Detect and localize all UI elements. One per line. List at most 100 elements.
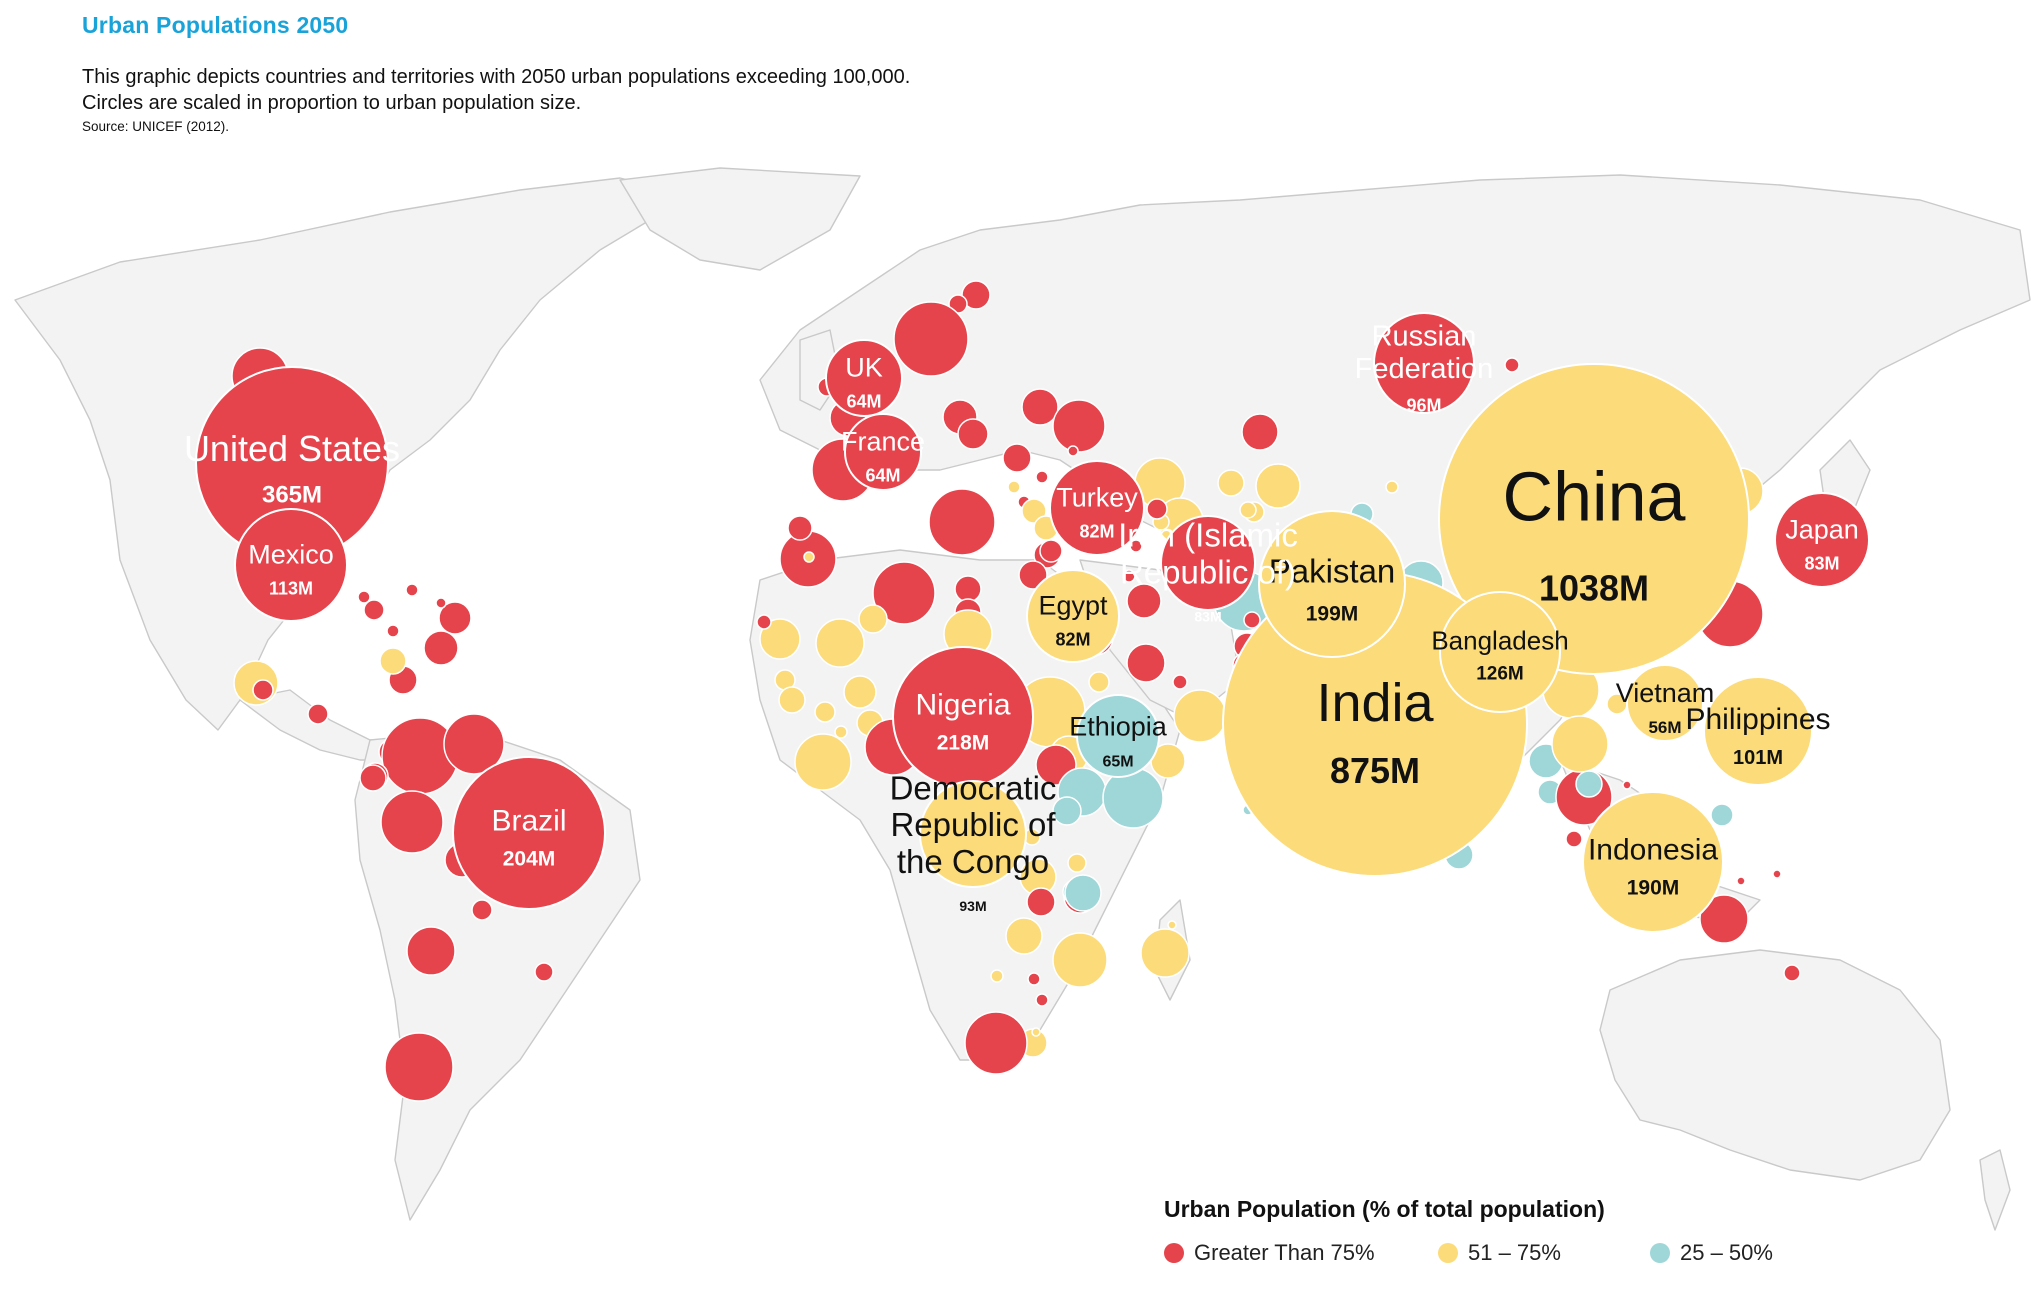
country-bubble-minor — [386, 624, 400, 638]
country-bubble-minor — [778, 686, 806, 714]
country-bubble-minor — [471, 899, 493, 921]
country-bubble-minor — [803, 551, 815, 563]
country-bubble-minor — [1783, 964, 1801, 982]
legend-label-low: 25 – 50% — [1680, 1240, 1773, 1265]
country-bubble-minor — [1052, 932, 1108, 988]
legend-title: Urban Population (% of total population) — [1164, 1196, 1605, 1222]
country-bubble-egypt — [1026, 569, 1120, 663]
country-bubble-minor — [405, 583, 419, 597]
country-name-label-russian-federation: Russian — [1372, 321, 1477, 353]
country-bubble-indonesia — [1582, 791, 1724, 933]
country-bubble-minor — [1026, 887, 1056, 917]
country-bubble-minor — [961, 280, 991, 310]
page-title: Urban Populations 2050 — [82, 12, 349, 38]
country-name-label-china: China — [1503, 457, 1686, 535]
country-bubble-minor — [1031, 1027, 1041, 1037]
country-bubble-minor — [1699, 894, 1749, 944]
country-bubble-minor — [438, 601, 472, 635]
country-bubble-minor — [954, 575, 982, 603]
country-bubble-minor — [1064, 874, 1102, 912]
country-bubble-turkey — [1049, 460, 1145, 556]
country-bubble-minor — [1039, 539, 1063, 563]
country-bubble-minor — [928, 488, 996, 556]
country-name-label-philippines: Philippines — [1685, 703, 1830, 736]
country-bubble-minor — [756, 614, 772, 630]
country-bubble-minor — [843, 675, 877, 709]
country-name-label-democratic-republic-of-the-congo: the Congo — [897, 843, 1049, 880]
country-bubble-minor — [1035, 993, 1049, 1007]
continent-new-zealand — [1979, 1149, 2011, 1231]
country-bubble-minor — [406, 926, 456, 976]
country-bubble-minor — [1173, 689, 1227, 743]
country-bubble-minor — [1255, 463, 1301, 509]
country-bubble-minor — [534, 962, 554, 982]
legend-label-mid: 51 – 75% — [1468, 1240, 1561, 1265]
country-name-label-mexico: Mexico — [248, 539, 334, 569]
country-value-label-france: 64M — [865, 466, 900, 486]
country-bubble-uk — [825, 339, 903, 417]
legend-label-high: Greater Than 75% — [1194, 1240, 1375, 1265]
country-bubble-minor — [1122, 569, 1136, 583]
country-bubble-minor — [1021, 388, 1059, 426]
country-bubble-minor — [1018, 560, 1048, 590]
legend-item-low: 25 – 50% — [1650, 1240, 1773, 1266]
country-bubble-minor — [443, 713, 505, 775]
country-bubble-minor — [794, 733, 852, 791]
country-name-label-egypt: Egypt — [1038, 590, 1108, 620]
country-name-label-france: France — [841, 426, 925, 456]
legend-item-mid: 51 – 75% — [1438, 1240, 1561, 1266]
country-name-label-ethiopia: Ethiopia — [1069, 711, 1168, 741]
country-value-label-japan: 83M — [1804, 554, 1839, 574]
continent-australia — [1599, 949, 1951, 1181]
country-value-label-iran-islamic-republic-of: 83M — [1194, 608, 1221, 624]
country-bubble-minor — [1052, 399, 1106, 453]
country-bubble-democratic-republic-of-the-congo — [919, 780, 1027, 888]
legend-swatch-mid — [1438, 1243, 1458, 1263]
country-bubble-minor — [815, 618, 865, 668]
country-bubble-minor — [1565, 830, 1583, 848]
country-bubble-minor — [435, 597, 447, 609]
country-bubble-minor — [357, 590, 371, 604]
country-name-label-pakistan: Pakistan — [1269, 553, 1396, 590]
country-bubble-minor — [787, 515, 813, 541]
country-bubble-minor — [1035, 470, 1049, 484]
country-bubble-minor — [1172, 674, 1188, 690]
country-value-label-nigeria: 218M — [937, 731, 990, 754]
country-bubble-minor — [1385, 480, 1399, 494]
country-bubble-minor — [1504, 357, 1520, 373]
legend: Urban Population (% of total population)… — [1164, 1196, 1773, 1265]
country-bubble-pakistan — [1258, 510, 1406, 658]
country-bubble-minor — [1551, 715, 1609, 773]
country-bubble-minor — [1067, 445, 1079, 457]
country-value-label-philippines: 101M — [1733, 747, 1783, 769]
country-value-label-egypt: 82M — [1055, 630, 1090, 650]
country-name-label-nigeria: Nigeria — [915, 689, 1010, 722]
country-bubble-minor — [380, 790, 444, 854]
country-value-label-indonesia: 190M — [1627, 876, 1680, 899]
country-bubble-vietnam — [1626, 664, 1704, 742]
source-note: Source: UNICEF (2012). — [82, 119, 230, 134]
country-value-label-uk: 64M — [846, 392, 881, 412]
country-name-label-uk: UK — [845, 352, 883, 382]
country-bubble-minor — [1217, 469, 1245, 497]
country-bubble-minor — [1239, 501, 1257, 519]
country-name-label-vietnam: Vietnam — [1616, 678, 1715, 708]
country-name-label-russian-federation: Federation — [1355, 353, 1494, 385]
country-bubble-minor — [957, 418, 989, 450]
country-bubble-mexico — [234, 508, 348, 622]
country-value-label-brazil: 204M — [503, 847, 556, 870]
country-bubble-bangladesh — [1439, 591, 1561, 713]
country-bubble-minor — [964, 1011, 1028, 1075]
country-bubble-minor — [1005, 917, 1043, 955]
country-value-label-vietnam: 56M — [1648, 718, 1681, 737]
country-value-label-pakistan: 199M — [1306, 603, 1359, 626]
country-bubble-minor — [1007, 480, 1021, 494]
country-name-label-iran-islamic-republic-of: Republic of) — [1120, 554, 1296, 591]
country-name-label-brazil: Brazil — [491, 805, 566, 838]
country-bubble-minor — [759, 618, 801, 660]
country-name-label-democratic-republic-of-the-congo: Democratic — [890, 769, 1057, 806]
country-value-label-russian-federation: 96M — [1406, 396, 1441, 416]
country-bubble-russian-federation — [1373, 312, 1475, 414]
country-bubble-minor — [1167, 920, 1177, 930]
